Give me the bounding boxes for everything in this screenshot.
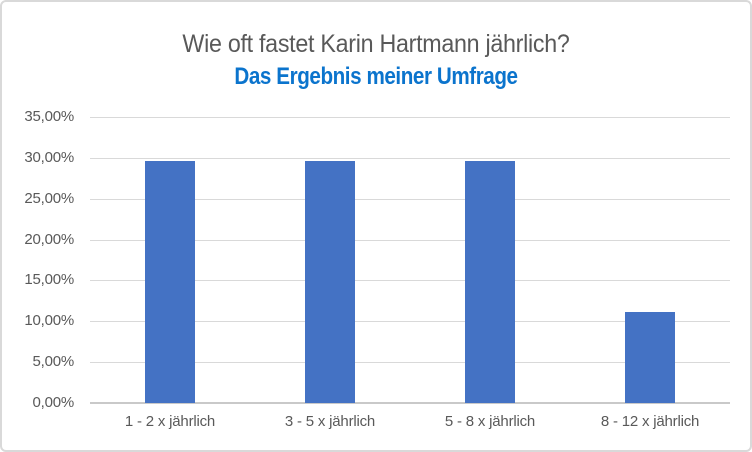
x-tick-label: 8 - 12 x jährlich: [600, 413, 700, 430]
x-tick-label: 3 - 5 x jährlich: [284, 413, 376, 430]
gridline-20: [90, 239, 730, 241]
y-tick-label: 15,00%: [24, 271, 74, 289]
bar-1: [145, 161, 195, 403]
gridline-35: [90, 117, 730, 118]
plot-area: [90, 117, 730, 404]
y-tick-label: 20,00%: [24, 230, 74, 248]
y-tick-label: 35,00%: [24, 108, 74, 125]
chart-title: Wie oft fastet Karin Hartmann jährlich?: [182, 30, 570, 58]
chart-subtitle: Das Ergebnis meiner Umfrage: [234, 63, 518, 90]
gridline-25: [90, 198, 730, 200]
x-axis-line: [90, 402, 730, 404]
y-tick-label: 0,00%: [32, 394, 74, 411]
bar-2: [305, 161, 355, 403]
bar-4: [625, 312, 675, 403]
bar-3: [465, 161, 515, 403]
x-tick-label: 1 - 2 x jährlich: [124, 413, 216, 430]
y-tick-label: 10,00%: [24, 312, 74, 330]
y-tick-label: 5,00%: [32, 353, 74, 371]
gridline-10: [90, 321, 730, 323]
gridline-30: [90, 157, 730, 159]
y-tick-label: 25,00%: [24, 189, 74, 207]
gridline-5: [90, 362, 730, 364]
y-tick-label: 30,00%: [24, 148, 74, 166]
x-tick-label: 5 - 8 x jährlich: [444, 413, 536, 430]
gridline-15: [90, 280, 730, 282]
